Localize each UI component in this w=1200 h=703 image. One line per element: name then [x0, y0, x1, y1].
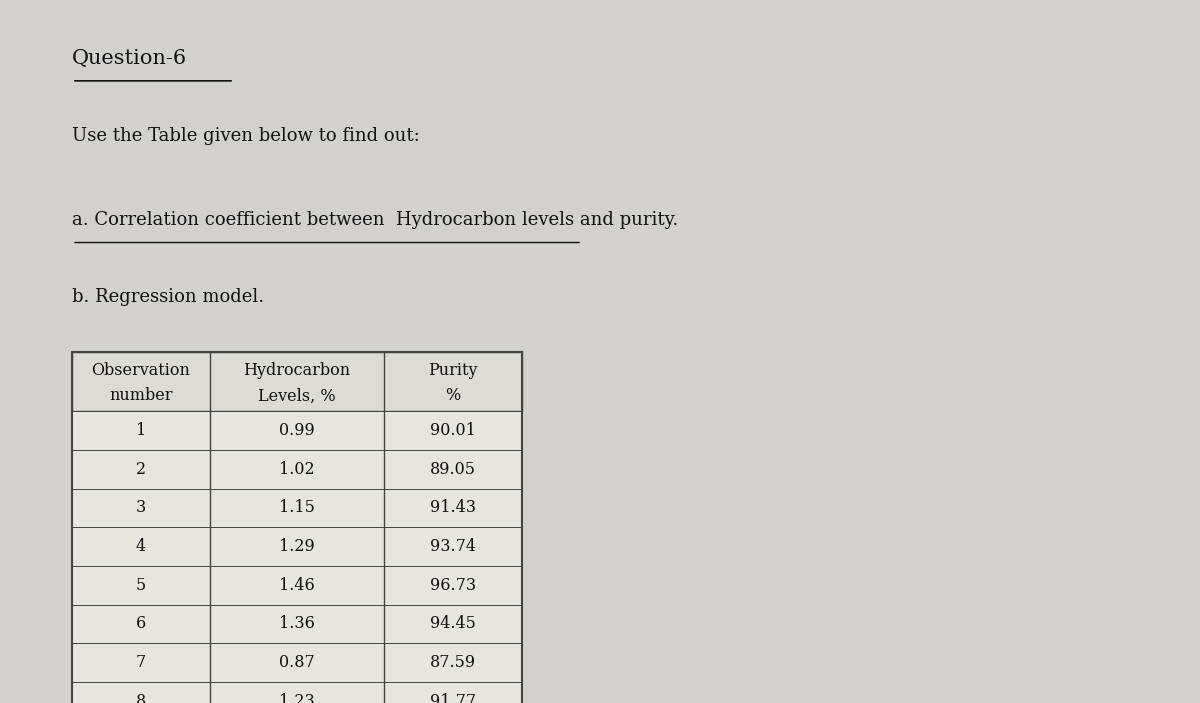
Bar [72, 489, 522, 527]
Bar [72, 411, 522, 450]
Bar [72, 682, 522, 703]
Text: Levels, %: Levels, % [258, 387, 336, 404]
Text: 87.59: 87.59 [430, 654, 476, 671]
Text: 1.46: 1.46 [280, 576, 314, 594]
Text: 1.23: 1.23 [280, 692, 314, 703]
Text: 91.77: 91.77 [430, 692, 476, 703]
Bar [72, 605, 522, 643]
Bar [72, 527, 522, 566]
Text: Question-6: Question-6 [72, 49, 187, 68]
Text: %: % [445, 387, 461, 404]
Text: 1.36: 1.36 [280, 615, 314, 633]
Text: Purity: Purity [428, 362, 478, 379]
Text: Hydrocarbon: Hydrocarbon [244, 362, 350, 379]
Text: 1.15: 1.15 [280, 499, 314, 517]
Bar [72, 450, 522, 489]
Text: b. Regression model.: b. Regression model. [72, 288, 264, 307]
Text: 1.02: 1.02 [280, 460, 314, 478]
Text: 94.45: 94.45 [430, 615, 476, 633]
Text: 8: 8 [136, 692, 146, 703]
Text: 90.01: 90.01 [430, 422, 476, 439]
Bar [72, 566, 522, 605]
Text: 6: 6 [136, 615, 146, 633]
Text: 5: 5 [136, 576, 146, 594]
Text: 89.05: 89.05 [430, 460, 476, 478]
Text: 3: 3 [136, 499, 146, 517]
Text: 93.74: 93.74 [430, 538, 476, 555]
Text: 1: 1 [136, 422, 146, 439]
Bar [72, 352, 522, 411]
Text: 91.43: 91.43 [430, 499, 476, 517]
Text: 7: 7 [136, 654, 146, 671]
Text: a. Correlation coefficient between  Hydrocarbon levels and purity.: a. Correlation coefficient between Hydro… [72, 211, 678, 229]
Text: 4: 4 [136, 538, 146, 555]
Text: 0.99: 0.99 [280, 422, 314, 439]
Text: 96.73: 96.73 [430, 576, 476, 594]
Text: Use the Table given below to find out:: Use the Table given below to find out: [72, 127, 420, 145]
Bar [72, 643, 522, 682]
Text: 0.87: 0.87 [280, 654, 314, 671]
Text: 2: 2 [136, 460, 146, 478]
Text: Observation: Observation [91, 362, 191, 379]
Bar [72, 352, 522, 703]
Text: 1.29: 1.29 [280, 538, 314, 555]
Text: number: number [109, 387, 173, 404]
